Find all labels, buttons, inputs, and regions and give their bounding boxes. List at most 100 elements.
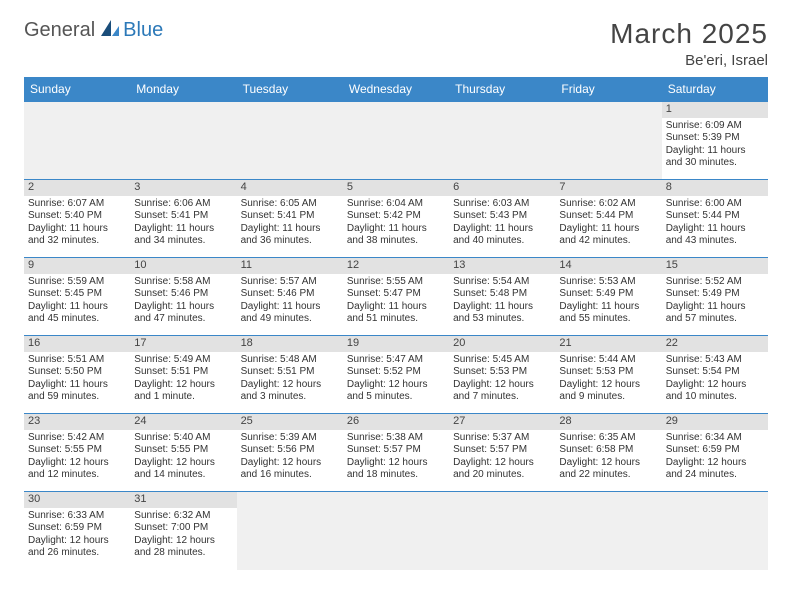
cell-line: and 1 minute. [134,391,232,404]
cell-line: and 16 minutes. [241,469,339,482]
day-number: 5 [343,180,449,196]
cell-line: and 28 minutes. [134,547,232,560]
cell-line: Sunset: 5:57 PM [453,444,551,457]
calendar-week-row: 2Sunrise: 6:07 AMSunset: 5:40 PMDaylight… [24,180,768,258]
cell-line: Sunrise: 5:39 AM [241,432,339,445]
cell-line: Sunset: 5:51 PM [134,366,232,379]
cell-line: and 10 minutes. [666,391,764,404]
cell-line: Sunset: 5:44 PM [666,210,764,223]
logo-text-blue: Blue [123,19,163,42]
day-number: 12 [343,258,449,274]
day-number: 3 [130,180,236,196]
calendar-week-row: 30Sunrise: 6:33 AMSunset: 6:59 PMDayligh… [24,492,768,570]
cell-line: and 49 minutes. [241,313,339,326]
cell-line: Sunrise: 5:49 AM [134,354,232,367]
cell-line: Sunrise: 5:38 AM [347,432,445,445]
location: Be'eri, Israel [610,52,768,69]
day-number: 11 [237,258,343,274]
cell-line: Daylight: 11 hours [241,301,339,314]
cell-line: Daylight: 12 hours [28,535,126,548]
cell-line: Daylight: 11 hours [28,223,126,236]
calendar-week-row: 1Sunrise: 6:09 AMSunset: 5:39 PMDaylight… [24,102,768,180]
cell-line: Sunrise: 5:59 AM [28,276,126,289]
cell-line: Sunset: 5:46 PM [241,288,339,301]
calendar-cell: 16Sunrise: 5:51 AMSunset: 5:50 PMDayligh… [24,336,130,414]
calendar-cell: 2Sunrise: 6:07 AMSunset: 5:40 PMDaylight… [24,180,130,258]
day-number: 1 [662,102,768,118]
day-number: 31 [130,492,236,508]
day-number: 16 [24,336,130,352]
calendar-cell-blank [130,102,236,180]
cell-line: Daylight: 12 hours [134,457,232,470]
cell-line: and 20 minutes. [453,469,551,482]
calendar-cell: 8Sunrise: 6:00 AMSunset: 5:44 PMDaylight… [662,180,768,258]
cell-line: Daylight: 12 hours [134,379,232,392]
weekday-header: Sunday [24,77,130,102]
calendar-cell: 29Sunrise: 6:34 AMSunset: 6:59 PMDayligh… [662,414,768,492]
cell-line: Sunrise: 5:42 AM [28,432,126,445]
cell-line: Sunset: 5:39 PM [666,132,764,145]
day-number: 7 [555,180,661,196]
weekday-header: Friday [555,77,661,102]
cell-line: Sunrise: 5:54 AM [453,276,551,289]
cell-line: Daylight: 11 hours [453,223,551,236]
cell-line: Sunrise: 6:06 AM [134,198,232,211]
calendar-cell: 23Sunrise: 5:42 AMSunset: 5:55 PMDayligh… [24,414,130,492]
cell-line: and 18 minutes. [347,469,445,482]
cell-line: Sunrise: 6:32 AM [134,510,232,523]
cell-line: Sunrise: 6:34 AM [666,432,764,445]
cell-line: Sunset: 6:59 PM [666,444,764,457]
calendar-cell: 15Sunrise: 5:52 AMSunset: 5:49 PMDayligh… [662,258,768,336]
day-number: 18 [237,336,343,352]
cell-line: Daylight: 11 hours [347,301,445,314]
calendar-cell: 27Sunrise: 5:37 AMSunset: 5:57 PMDayligh… [449,414,555,492]
cell-line: Sunrise: 6:07 AM [28,198,126,211]
cell-line: and 3 minutes. [241,391,339,404]
logo: General Blue [24,18,163,43]
cell-line: Sunrise: 6:35 AM [559,432,657,445]
calendar-cell-blank [555,492,661,570]
calendar-cell-blank [343,492,449,570]
cell-line: Daylight: 11 hours [28,379,126,392]
cell-line: Sunrise: 5:57 AM [241,276,339,289]
cell-line: Sunset: 5:52 PM [347,366,445,379]
calendar-cell: 11 Sunrise: 5:57 AMSunset: 5:46 PMDayligh… [237,258,343,336]
calendar-cell: 12Sunrise: 5:55 AMSunset: 5:47 PMDayligh… [343,258,449,336]
calendar-cell-blank [662,492,768,570]
cell-line: Sunset: 5:41 PM [241,210,339,223]
calendar-cell: 18Sunrise: 5:48 AMSunset: 5:51 PMDayligh… [237,336,343,414]
cell-line: and 53 minutes. [453,313,551,326]
cell-line: Daylight: 12 hours [666,379,764,392]
calendar-cell: 7Sunrise: 6:02 AMSunset: 5:44 PMDaylight… [555,180,661,258]
cell-line: Sunset: 5:54 PM [666,366,764,379]
cell-line: and 55 minutes. [559,313,657,326]
cell-line: Sunrise: 5:44 AM [559,354,657,367]
cell-line: and 22 minutes. [559,469,657,482]
day-number: 2 [24,180,130,196]
cell-line: Daylight: 12 hours [347,379,445,392]
cell-line: Sunset: 5:41 PM [134,210,232,223]
calendar-cell: 28Sunrise: 6:35 AMSunset: 6:58 PMDayligh… [555,414,661,492]
cell-line: Sunrise: 5:53 AM [559,276,657,289]
cell-line: Sunset: 5:42 PM [347,210,445,223]
calendar-cell: 13Sunrise: 5:54 AMSunset: 5:48 PMDayligh… [449,258,555,336]
cell-line: Sunset: 5:55 PM [28,444,126,457]
weekday-header: Saturday [662,77,768,102]
day-number: 10 [130,258,236,274]
day-number: 25 [237,414,343,430]
cell-line: Sunset: 5:45 PM [28,288,126,301]
cell-line: Daylight: 11 hours [666,145,764,158]
cell-line: Daylight: 11 hours [666,223,764,236]
cell-line: Sunset: 5:49 PM [666,288,764,301]
cell-line: Sunrise: 6:00 AM [666,198,764,211]
calendar-cell: 21Sunrise: 5:44 AMSunset: 5:53 PMDayligh… [555,336,661,414]
cell-line: Sunrise: 5:48 AM [241,354,339,367]
cell-line: and 42 minutes. [559,235,657,248]
logo-text-general: General [24,19,95,42]
day-number: 19 [343,336,449,352]
cell-line: and 7 minutes. [453,391,551,404]
cell-line: Daylight: 11 hours [559,301,657,314]
cell-line: Sunrise: 6:33 AM [28,510,126,523]
cell-line: and 51 minutes. [347,313,445,326]
cell-line: and 38 minutes. [347,235,445,248]
